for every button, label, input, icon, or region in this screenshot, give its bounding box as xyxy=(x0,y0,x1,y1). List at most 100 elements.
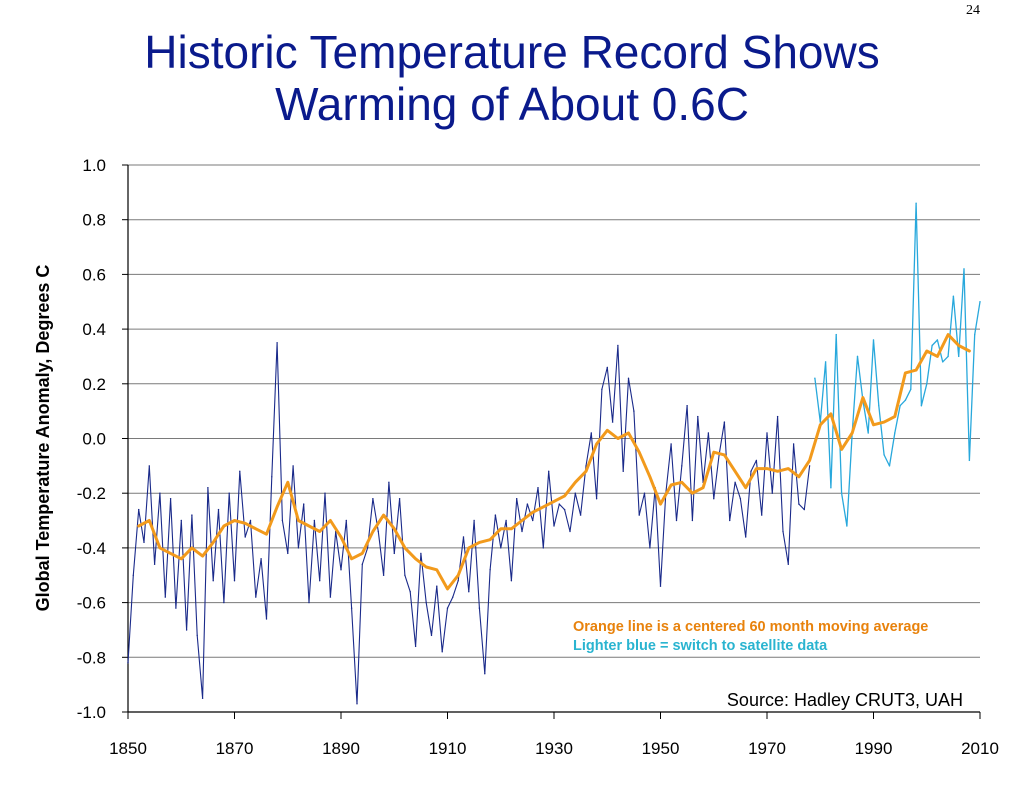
data-point-dark-4 xyxy=(148,465,150,467)
y-tick-label-4: 0.2 xyxy=(82,375,106,394)
data-point-orange-51 xyxy=(681,481,683,483)
data-point-dark-20 xyxy=(233,580,236,582)
data-point-orange-72 xyxy=(904,372,907,374)
data-point-light-28 xyxy=(963,268,965,270)
data-point-orange-44 xyxy=(606,429,608,431)
data-point-dark-122 xyxy=(776,415,779,418)
x-tick-label-5: 1950 xyxy=(642,739,680,758)
data-point-orange-7 xyxy=(212,541,214,544)
data-point-dark-46 xyxy=(372,498,374,500)
data-point-orange-74 xyxy=(926,350,928,352)
data-point-dark-55 xyxy=(420,552,422,555)
data-point-dark-62 xyxy=(457,580,459,582)
data-point-light-8 xyxy=(856,355,859,358)
data-point-dark-119 xyxy=(761,514,763,516)
data-point-dark-6 xyxy=(159,492,161,494)
data-point-dark-30 xyxy=(287,552,289,555)
data-point-dark-106 xyxy=(691,519,694,522)
x-tick-label-4: 1930 xyxy=(535,739,573,758)
data-point-dark-102 xyxy=(670,443,672,445)
slide-title: Historic Temperature Record Shows Warmin… xyxy=(0,26,1024,130)
data-point-dark-25 xyxy=(260,558,262,560)
series-line-orange xyxy=(137,333,971,591)
data-point-dark-120 xyxy=(766,432,768,434)
x-tick-label-2: 1890 xyxy=(322,739,360,758)
data-point-dark-58 xyxy=(436,585,438,587)
data-point-orange-67 xyxy=(851,432,853,434)
data-point-dark-89 xyxy=(601,388,603,390)
y-tick-label-10: -1.0 xyxy=(77,703,106,722)
data-point-dark-45 xyxy=(366,547,369,549)
data-point-light-27 xyxy=(958,355,960,358)
data-point-orange-70 xyxy=(883,421,885,423)
data-point-orange-16 xyxy=(308,525,310,527)
data-point-dark-26 xyxy=(265,618,268,620)
data-point-orange-41 xyxy=(574,481,576,483)
data-point-light-13 xyxy=(883,454,885,456)
data-point-light-14 xyxy=(888,465,891,467)
axes xyxy=(122,164,981,719)
data-point-light-15 xyxy=(894,432,896,434)
data-point-orange-2 xyxy=(159,547,161,549)
data-point-dark-60 xyxy=(446,607,449,609)
x-tick-label-0: 1850 xyxy=(109,739,147,758)
data-point-orange-12 xyxy=(265,533,268,535)
note-satellite: Lighter blue = switch to satellite data xyxy=(573,638,828,654)
data-point-orange-0 xyxy=(138,525,140,527)
tick-labels: 1.00.80.60.40.20.0-0.2-0.4-0.6-0.8-1.018… xyxy=(77,156,999,758)
data-point-dark-118 xyxy=(755,459,758,462)
data-point-dark-63 xyxy=(462,536,465,538)
data-point-orange-66 xyxy=(840,448,843,451)
data-point-dark-107 xyxy=(697,415,699,418)
data-point-orange-73 xyxy=(915,369,917,371)
data-point-orange-5 xyxy=(191,547,193,549)
data-point-dark-24 xyxy=(255,596,257,598)
data-point-dark-103 xyxy=(675,519,678,522)
data-point-light-20 xyxy=(920,405,923,407)
y-tick-label-7: -0.4 xyxy=(77,539,106,558)
source-note: Source: Hadley CRUT3, UAH xyxy=(727,690,963,710)
data-point-orange-21 xyxy=(361,552,363,555)
data-point-orange-55 xyxy=(723,454,726,456)
data-point-orange-13 xyxy=(276,506,278,508)
data-point-dark-90 xyxy=(606,366,608,369)
data-point-dark-96 xyxy=(638,514,640,516)
data-point-dark-17 xyxy=(217,508,220,511)
data-point-orange-28 xyxy=(436,569,438,571)
data-point-orange-1 xyxy=(148,519,150,522)
data-point-light-29 xyxy=(968,459,971,462)
data-point-orange-54 xyxy=(713,451,715,453)
data-point-dark-121 xyxy=(771,492,773,494)
data-point-dark-33 xyxy=(303,503,305,505)
data-point-dark-70 xyxy=(500,547,502,549)
data-point-dark-59 xyxy=(441,651,443,653)
data-point-orange-64 xyxy=(819,424,821,426)
data-point-light-31 xyxy=(979,301,981,303)
data-point-light-16 xyxy=(899,405,901,407)
data-point-orange-24 xyxy=(393,528,395,530)
data-point-orange-48 xyxy=(649,476,651,478)
data-point-orange-26 xyxy=(414,558,417,560)
data-point-dark-31 xyxy=(292,465,294,467)
data-point-light-19 xyxy=(915,202,917,204)
data-point-orange-78 xyxy=(968,350,971,352)
data-point-dark-42 xyxy=(350,607,353,609)
data-point-dark-117 xyxy=(750,470,752,472)
data-point-orange-9 xyxy=(233,519,236,522)
data-point-dark-91 xyxy=(611,421,614,423)
data-point-dark-0 xyxy=(127,662,129,664)
data-point-orange-4 xyxy=(180,558,182,560)
data-point-dark-76 xyxy=(532,519,534,522)
series-lines xyxy=(127,202,981,705)
data-point-dark-116 xyxy=(745,536,747,538)
data-point-dark-80 xyxy=(553,525,555,527)
data-point-orange-36 xyxy=(521,519,523,522)
data-point-dark-9 xyxy=(175,607,177,609)
data-point-dark-49 xyxy=(388,481,390,483)
data-point-dark-125 xyxy=(792,443,795,445)
data-point-dark-105 xyxy=(686,405,688,407)
data-point-dark-110 xyxy=(713,498,715,500)
data-point-dark-18 xyxy=(223,601,225,604)
data-point-dark-7 xyxy=(164,596,166,598)
data-point-dark-19 xyxy=(228,492,230,494)
